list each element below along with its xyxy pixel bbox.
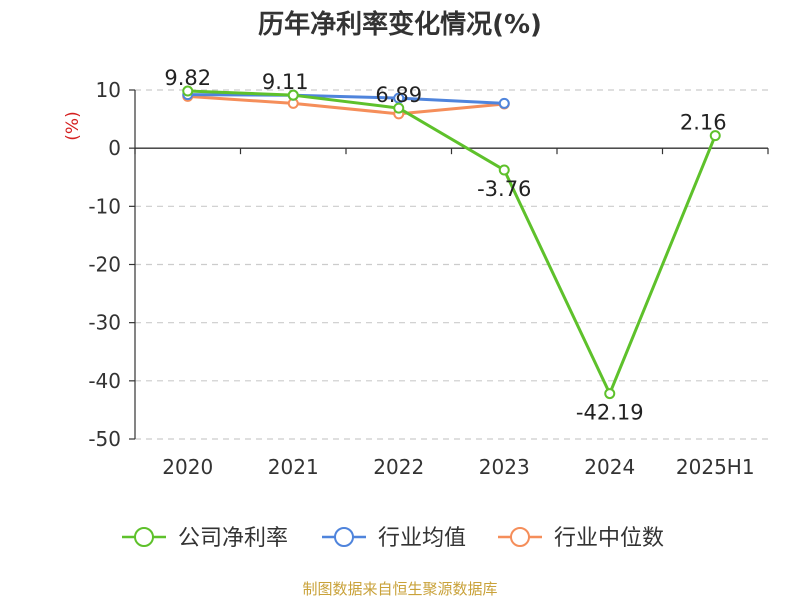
series-line-0 (187, 89, 717, 396)
x-tick-label: 2024 (584, 455, 635, 479)
data-label: 9.11 (262, 70, 309, 94)
legend-item: 公司净利率 (122, 526, 288, 551)
series-line-2 (187, 94, 505, 116)
legend-item: 行业中位数 (498, 526, 664, 551)
y-tick-label: -10 (88, 194, 121, 218)
data-point (604, 388, 616, 400)
legend-marker (334, 527, 354, 547)
y-axis-label: (%) (63, 111, 83, 140)
legend-label: 公司净利率 (178, 526, 288, 551)
legend-label: 行业均值 (378, 526, 466, 551)
data-label: -42.19 (576, 401, 644, 425)
data-source-note: 制图数据来自恒生聚源数据库 (302, 580, 498, 598)
grid-lines (135, 89, 768, 440)
data-point (498, 97, 510, 109)
legend-marker (134, 527, 154, 547)
legend-item: 行业均值 (322, 526, 466, 551)
x-tick-label: 2020 (162, 455, 213, 479)
y-tick-label: -30 (88, 311, 121, 335)
y-tick-label: 0 (108, 136, 121, 160)
series-line-1 (187, 93, 505, 105)
legend-label: 行业中位数 (554, 526, 664, 551)
data-label: 9.82 (164, 66, 211, 90)
x-tick-label: 2022 (373, 455, 424, 479)
y-tick-label: -20 (88, 253, 121, 277)
series-lines (182, 85, 721, 400)
x-tick-label: 2025H1 (676, 455, 755, 479)
y-tick-label: -50 (88, 427, 121, 451)
data-point (709, 130, 721, 142)
axes: 10 0 -10 -20 -30 -40 -50 2020 2021 2022 2023 2024 20… (88, 78, 769, 479)
chart-title: 历年净利率变化情况(%) (258, 10, 542, 40)
data-label: 2.16 (680, 111, 727, 135)
y-tick-label: 10 (96, 78, 121, 102)
x-tick-label: 2021 (268, 455, 319, 479)
legend-marker (510, 527, 530, 547)
data-point (393, 102, 405, 114)
x-tick-label: 2023 (479, 455, 530, 479)
legend: 公司净利率 行业均值 行业中位数 (122, 526, 664, 551)
y-tick-label: -40 (88, 369, 121, 393)
data-label: -3.76 (477, 177, 531, 201)
data-point (498, 164, 510, 176)
data-point (287, 89, 299, 101)
data-point (182, 85, 194, 97)
data-label: 6.89 (375, 83, 422, 107)
data-labels: 9.82 9.11 6.89 -3.76 -42.19 2.16 (164, 66, 726, 425)
